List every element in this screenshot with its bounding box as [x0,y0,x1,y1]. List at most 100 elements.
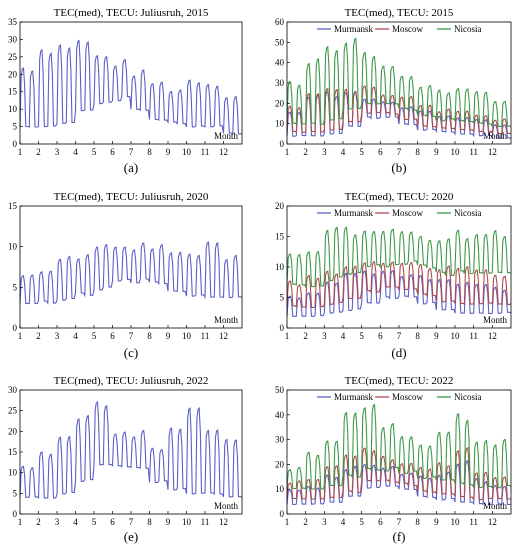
y-tick-label: 40 [275,410,285,420]
x-tick-label: 4 [341,331,346,341]
x-tick-label: 3 [55,147,60,157]
y-tick-label: 20 [8,426,18,436]
x-tick-label: 3 [322,517,327,527]
x-tick-label: 12 [219,517,228,527]
series-line-murmansk [286,459,512,506]
x-tick-label: 2 [36,517,41,527]
y-tick-label: 30 [275,435,285,445]
x-tick-label: 7 [129,517,134,527]
x-tick-label: 2 [36,147,41,157]
x-tick-label: 11 [201,331,210,341]
chart-panel-a: TEC(med), TECU: Juliusruh, 2015 0 5 10 15 20 2… [8,7,243,175]
x-tick-label: 6 [110,331,115,341]
x-axis-label: Month [483,131,508,141]
x-axis-label: Month [483,501,508,511]
x-tick-label: 12 [488,331,497,341]
x-tick-label: 6 [378,147,383,157]
y-tick-label: 35 [8,17,18,27]
x-tick-label: 1 [285,147,290,157]
y-tick-label: 50 [275,385,285,395]
legend-label: Murmansk [334,208,373,218]
x-tick-label: 8 [147,147,152,157]
x-axis-label: Month [483,315,508,325]
y-tick-label: 10 [275,262,285,272]
y-tick-label: 20 [275,201,285,211]
y-tick-label: 15 [8,201,18,211]
legend-label: Murmansk [334,24,373,34]
y-tick-label: 25 [8,52,18,62]
series-line-moscow [286,260,512,309]
x-tick-label: 12 [219,331,228,341]
x-tick-label: 8 [147,331,152,341]
x-tick-label: 10 [182,331,192,341]
series-line-moscow [286,85,512,136]
legend: Murmansk Moscow Nicosia [317,208,482,218]
chart-title: TEC(med), TECU: 2022 [345,375,454,387]
plot-frame [19,205,243,329]
series-line-juliusruh [19,401,243,500]
y-tick-label: 10 [8,468,18,478]
x-tick-label: 8 [415,147,420,157]
x-tick-label: 9 [166,517,171,527]
x-tick-label: 6 [378,517,383,527]
series-line-murmansk [286,269,512,317]
x-tick-label: 10 [451,147,461,157]
y-tick-label: 5 [13,488,18,498]
y-tick-label: 0 [280,323,285,333]
y-tick-label: 20 [275,459,285,469]
y-tick-label: 10 [8,242,18,252]
x-axis-label: Month [214,315,239,325]
panel-label: (c) [124,345,138,360]
y-tick-label: 20 [275,98,285,108]
x-tick-label: 11 [201,517,210,527]
x-tick-label: 11 [469,517,478,527]
x-tick-label: 3 [322,331,327,341]
y-tick-label: 50 [275,37,285,47]
y-tick-label: 20 [8,69,18,79]
series-line-nicosia [286,226,512,289]
series-line-murmansk [286,90,511,140]
x-tick-label: 4 [73,331,78,341]
y-tick-label: 0 [13,139,18,149]
panel-label: (d) [391,345,406,360]
x-tick-label: 1 [285,331,290,341]
x-tick-label: 6 [110,147,115,157]
x-tick-label: 9 [434,147,439,157]
x-tick-label: 5 [92,147,97,157]
x-tick-label: 1 [18,517,23,527]
x-tick-label: 11 [201,147,210,157]
series-line-moscow [286,446,512,501]
panel-label: (e) [124,529,138,544]
y-tick-label: 15 [275,232,285,242]
y-tick-label: 0 [280,139,285,149]
y-tick-label: 25 [8,406,18,416]
legend-label: Moscow [392,208,423,218]
series-line-juliusruh [19,241,243,306]
x-tick-label: 4 [73,147,78,157]
y-tick-label: 15 [8,87,18,97]
x-tick-label: 10 [451,517,461,527]
x-tick-label: 2 [303,147,308,157]
x-tick-label: 7 [129,147,134,157]
series-line-nicosia [286,403,512,491]
y-tick-label: 10 [8,104,18,114]
y-tick-label: 10 [275,119,285,129]
y-tick-label: 40 [275,58,285,68]
y-tick-label: 30 [8,34,18,44]
x-tick-label: 5 [359,331,364,341]
x-tick-label: 7 [397,331,402,341]
x-tick-label: 12 [488,147,497,157]
x-tick-label: 10 [451,331,461,341]
x-tick-label: 8 [415,517,420,527]
chart-title: TEC(med), TECU: Juliusruh, 2022 [54,375,209,387]
x-tick-label: 4 [341,517,346,527]
chart-title: TEC(med), TECU: Juliusruh, 2015 [54,7,209,19]
x-tick-label: 1 [18,331,23,341]
y-tick-label: 30 [8,385,18,395]
x-tick-label: 7 [397,147,402,157]
legend-label: Moscow [392,24,423,34]
legend-label: Nicosia [454,24,482,34]
